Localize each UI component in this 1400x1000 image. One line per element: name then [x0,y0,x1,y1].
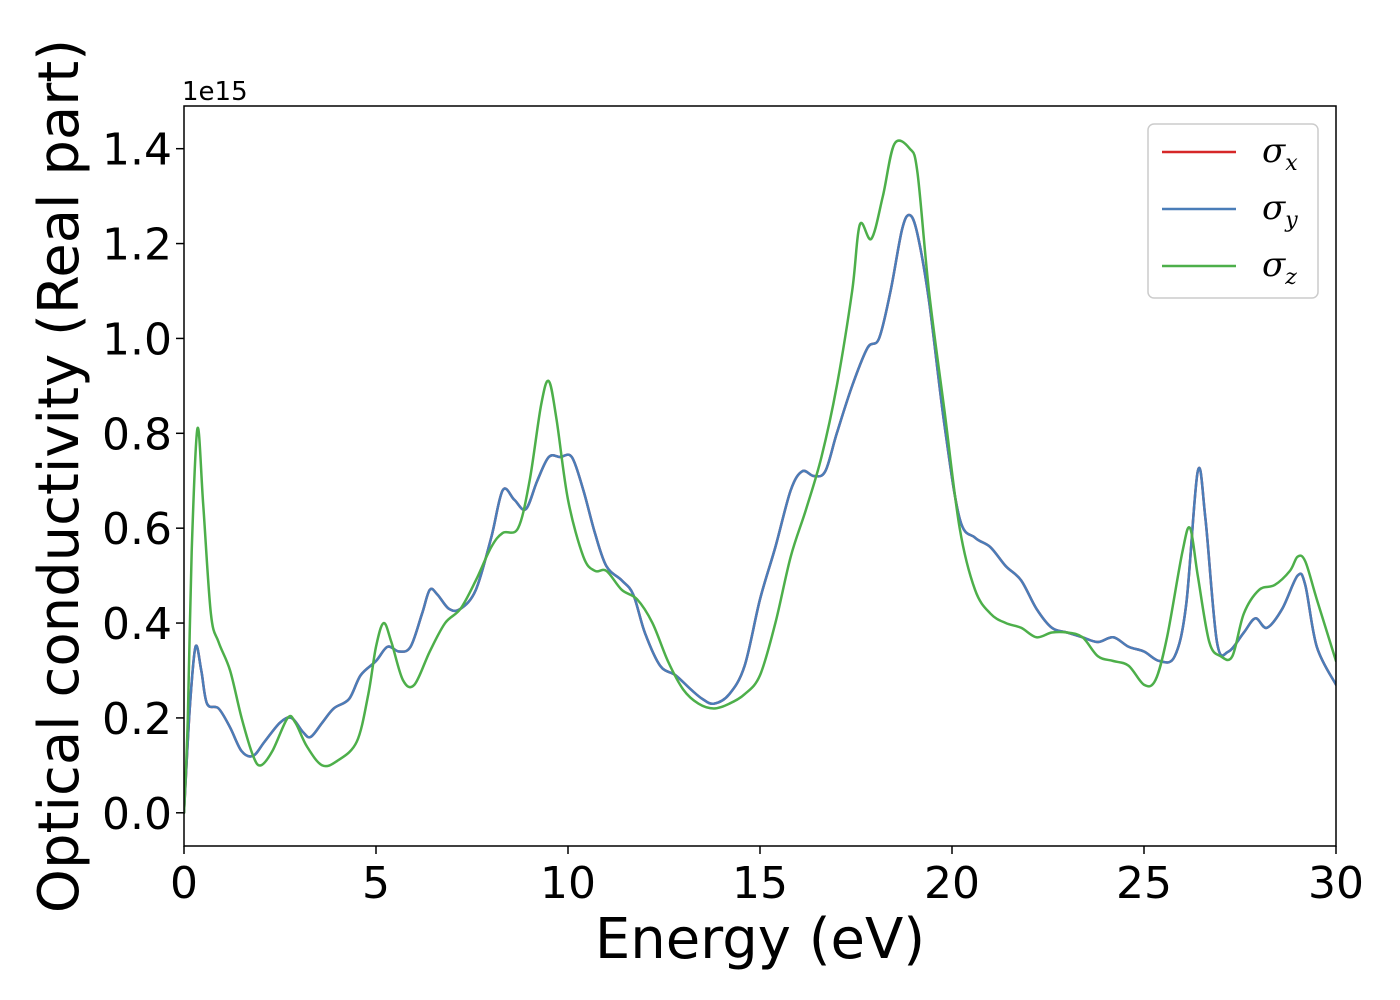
x-tick-label: 15 [732,858,788,909]
x-tick-label: 10 [540,858,596,909]
y-tick-label: 0.0 [102,789,172,840]
y-axis-ticks: 0.0 0.2 0.4 0.6 0.8 1.0 1.2 1.4 [102,125,184,840]
legend-label-y: σy [1262,188,1298,233]
y-tick-label: 1.0 [102,314,172,365]
series-line-y [184,213,1336,815]
legend-subscript: y [1284,208,1298,233]
legend-subscript: x [1285,151,1298,176]
x-axis-ticks: 0 5 10 15 20 25 30 [170,846,1364,909]
legend-label-x: σx [1262,131,1298,176]
y-tick-label: 0.4 [102,599,172,650]
y-tick-label: 0.2 [102,694,172,745]
series-layer [184,139,1336,815]
legend-subscript: z [1284,265,1297,290]
x-tick-label: 20 [924,858,980,909]
legend-symbol: σ [1262,245,1286,285]
y-tick-label: 0.6 [102,504,172,555]
series-line-x [184,213,1336,815]
x-axis-title: Energy (eV) [595,907,925,972]
y-tick-label: 1.2 [102,220,172,271]
legend-box [1147,123,1319,299]
x-tick-label: 30 [1308,858,1364,909]
y-tick-label: 0.8 [102,409,172,460]
y-axis-title: Optical conductivity (Real part) [27,39,92,913]
legend-symbol: σ [1262,131,1286,171]
series-line-z [184,139,1336,815]
x-tick-label: 5 [362,858,390,909]
x-tick-label: 25 [1116,858,1172,909]
y-tick-label: 1.4 [102,125,172,176]
legend-symbol: σ [1262,188,1286,228]
y-offset-label: 1e15 [182,77,248,107]
legend-label-z: σz [1262,245,1297,290]
x-tick-label: 0 [170,858,198,909]
